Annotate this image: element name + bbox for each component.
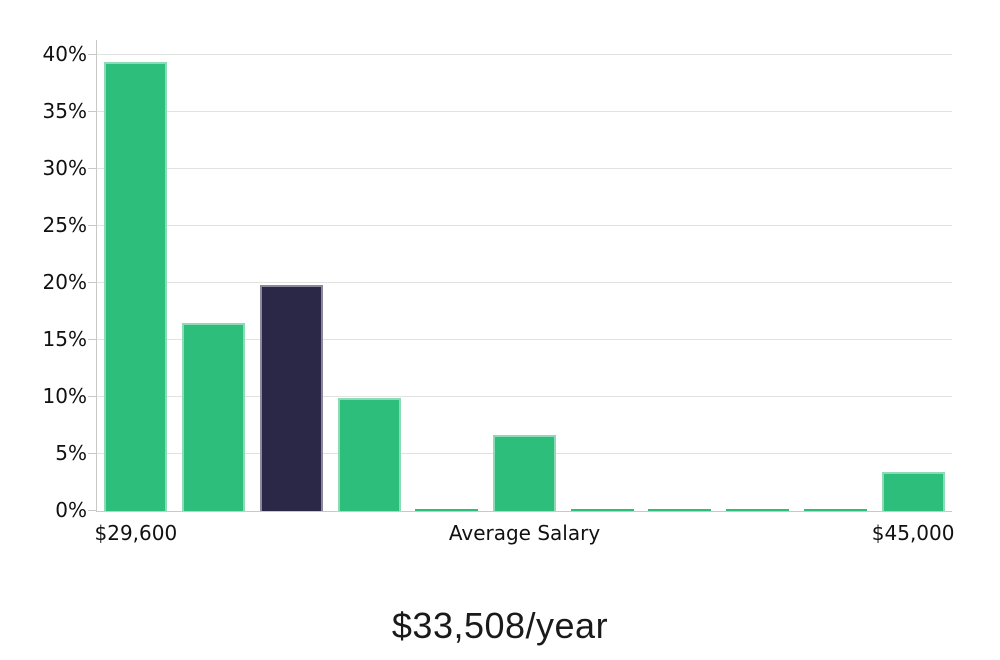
bar: [259, 285, 323, 511]
y-axis-tick: [87, 281, 96, 283]
y-axis-tick: [87, 224, 96, 226]
y-axis-tick: [87, 509, 96, 511]
chart-title: $33,508/year: [391, 605, 609, 646]
y-tick-label: 35%: [42, 99, 87, 123]
y-axis-tick: [87, 452, 96, 454]
gridline: [97, 281, 952, 283]
y-axis-tick: [87, 395, 96, 397]
y-axis-tick: [87, 338, 96, 340]
y-tick-label: 15%: [42, 327, 87, 351]
bar: [881, 472, 945, 511]
x-tick-label: $45,000: [871, 521, 955, 545]
y-tick-label: 10%: [42, 384, 87, 408]
bar: [726, 509, 790, 511]
bar: [648, 509, 712, 511]
x-tick-label: $29,600: [94, 521, 178, 545]
y-axis-tick: [87, 110, 96, 112]
x-tick-label: Average Salary: [448, 521, 601, 545]
bar: [415, 509, 479, 511]
bar: [104, 61, 168, 511]
bar: [182, 322, 246, 511]
gridline: [97, 224, 952, 226]
y-tick-label: 5%: [55, 441, 87, 465]
gridline: [97, 110, 952, 112]
bar: [337, 398, 401, 511]
y-tick-label: 30%: [42, 156, 87, 180]
bar: [803, 509, 867, 511]
y-tick-label: 40%: [42, 42, 87, 66]
gridline: [97, 53, 952, 55]
bar: [493, 434, 556, 511]
plot-area: 0% 5% 10% 15% 20% 25% 30% 35% 40% $29,600 Average …: [43, 40, 954, 545]
y-axis-tick: [87, 167, 96, 169]
gridline: [97, 167, 952, 169]
y-axis-tick: [87, 53, 96, 55]
y-tick-label: 25%: [42, 213, 87, 237]
y-tick-label: 0%: [55, 498, 87, 522]
y-tick-label: 20%: [42, 270, 87, 294]
bar: [570, 509, 634, 511]
